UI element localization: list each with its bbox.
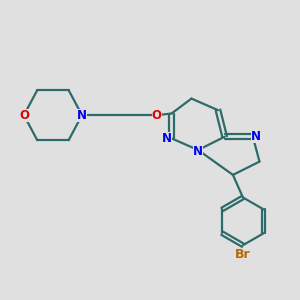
Text: N: N <box>193 145 203 158</box>
Text: Br: Br <box>235 248 251 261</box>
Text: N: N <box>162 132 172 145</box>
Text: N: N <box>251 130 261 143</box>
Text: N: N <box>77 109 87 122</box>
Text: O: O <box>152 109 162 122</box>
Text: O: O <box>19 109 29 122</box>
